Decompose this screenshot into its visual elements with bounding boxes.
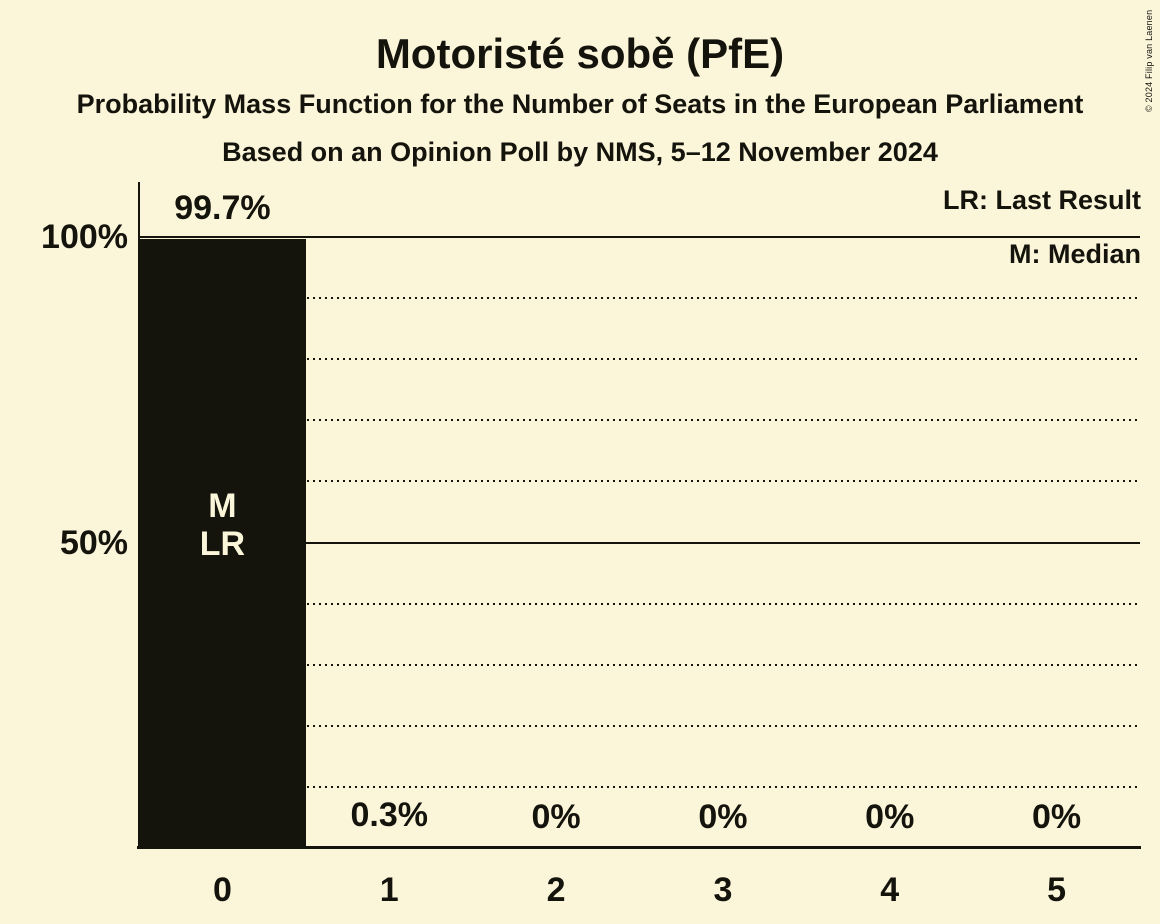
chart-title: Motoristé sobě (PfE) [375, 30, 785, 77]
gridline-dotted [139, 724, 1140, 727]
chart-source-line: Based on an Opinion Poll by NMS, 5–12 No… [222, 137, 938, 167]
gridline-dotted [139, 419, 1140, 422]
legend-median: M: Median [1009, 239, 1141, 269]
bar [139, 238, 306, 848]
x-axis-tick-label: 3 [713, 871, 733, 909]
copyright-notice: © 2024 Filip van Laenen [1144, 9, 1154, 112]
x-axis-tick-label: 1 [379, 871, 399, 909]
gridline-dotted [139, 785, 1140, 788]
bar-annotation-line: LR [199, 525, 246, 564]
bar-value-label: 0% [865, 798, 915, 836]
x-axis-tick-label: 2 [546, 871, 566, 909]
bar [305, 846, 473, 848]
bar-value-label: 99.7% [174, 188, 271, 227]
x-axis-tick-label: 5 [1047, 871, 1067, 909]
y-axis-tick-label: 100% [41, 218, 128, 256]
bar-value-label: 0% [1032, 798, 1082, 836]
x-axis-line [137, 846, 1141, 849]
bar-value-label: 0.3% [350, 796, 428, 835]
bar-value-label: 0% [531, 798, 581, 836]
chart-subtitle: Probability Mass Function for the Number… [76, 89, 1084, 119]
y-axis-tick-label: 50% [59, 523, 128, 562]
gridline-dotted [139, 663, 1140, 666]
gridline-dotted [139, 480, 1140, 483]
gridline-solid [139, 541, 1140, 544]
plot-area: 99.7% 0 0.3% 1 0% 2 0% 3 0% 4 0% 5 M LR [139, 191, 1140, 909]
x-axis-tick-label: 4 [880, 871, 900, 909]
bar-annotation-line: M [208, 487, 237, 526]
bar-value-label: 0% [698, 798, 748, 836]
x-axis-tick-label: 0 [212, 871, 232, 909]
gridline-dotted [139, 297, 1140, 300]
bar-annotation: M LR [139, 487, 306, 563]
legend-last-result: LR: Last Result [942, 185, 1141, 215]
gridline-dotted [139, 602, 1140, 605]
gridline-dotted [139, 358, 1140, 361]
gridline-solid [139, 236, 1140, 238]
